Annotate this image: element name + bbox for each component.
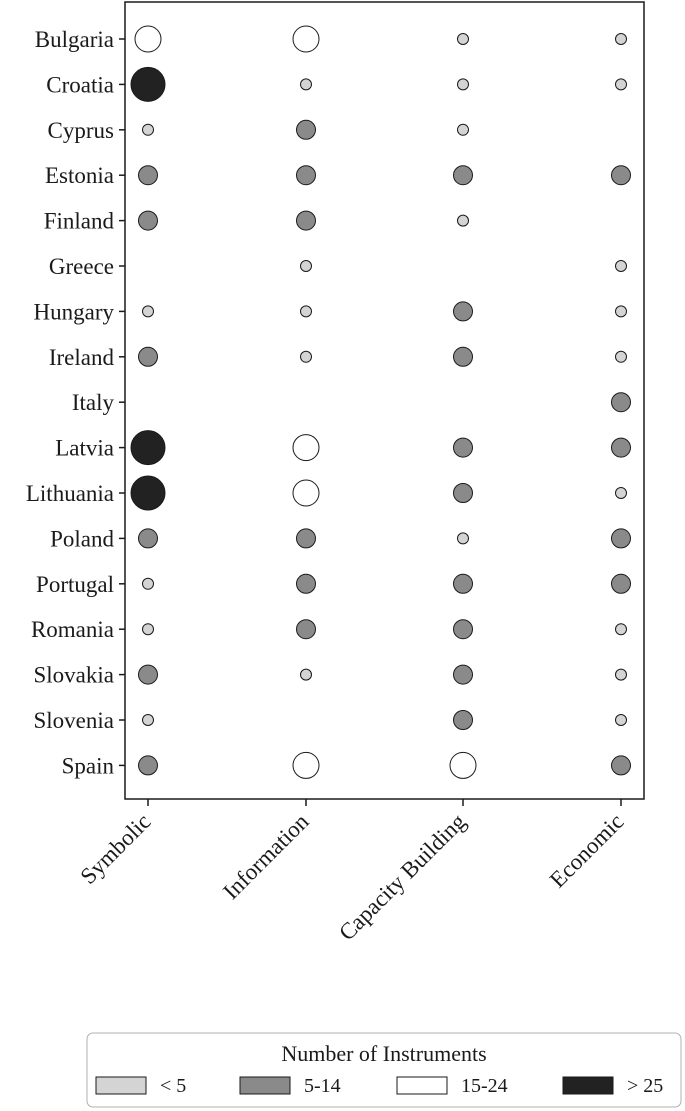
y-tick-label-slovakia: Slovakia xyxy=(34,663,115,688)
bubble-bulgaria-economic xyxy=(615,33,627,45)
legend-label-5to14: 5-14 xyxy=(304,1075,341,1097)
bubble-spain-economic xyxy=(611,755,631,776)
bubble-spain-capacity-building xyxy=(449,751,477,779)
bubble-latvia-symbolic xyxy=(130,430,166,466)
bubble-portugal-information xyxy=(296,573,316,594)
y-tick-label-portugal: Portugal xyxy=(36,572,114,597)
bubble-estonia-economic xyxy=(611,165,631,186)
bubble-poland-information xyxy=(296,528,316,549)
bubble-slovenia-symbolic xyxy=(142,714,154,726)
bubble-estonia-symbolic xyxy=(138,165,158,186)
bubble-portugal-capacity-building xyxy=(453,573,473,594)
bubble-poland-economic xyxy=(611,528,631,549)
bubble-croatia-capacity-building xyxy=(457,78,469,91)
y-tick-label-lithuania: Lithuania xyxy=(26,481,114,506)
bubble-latvia-capacity-building xyxy=(453,437,473,458)
y-tick-label-poland: Poland xyxy=(50,526,114,551)
bubble-croatia-information xyxy=(300,78,312,91)
y-tick-label-greece: Greece xyxy=(49,254,114,279)
bubble-romania-capacity-building xyxy=(453,619,473,640)
y-tick-label-slovenia: Slovenia xyxy=(34,708,115,733)
bubble-hungary-symbolic xyxy=(142,305,154,318)
legend-label-lt5: < 5 xyxy=(160,1075,186,1097)
bubble-estonia-capacity-building xyxy=(453,165,473,186)
bubble-latvia-information xyxy=(292,434,320,462)
bubble-hungary-information xyxy=(300,305,312,318)
bubble-romania-symbolic xyxy=(142,623,154,636)
legend-swatch-15to24 xyxy=(396,1076,448,1095)
bubble-ireland-economic xyxy=(615,350,627,363)
bubble-slovakia-capacity-building xyxy=(453,664,473,685)
bubble-italy-economic xyxy=(611,392,631,413)
bubble-slovenia-economic xyxy=(615,714,627,726)
y-tick-label-cyprus: Cyprus xyxy=(48,118,115,143)
y-tick-label-spain: Spain xyxy=(62,753,115,778)
bubble-croatia-economic xyxy=(615,78,627,91)
y-tick-label-italy: Italy xyxy=(72,390,115,415)
x-tick-label-symbolic: Symbolic xyxy=(76,809,156,889)
bubble-bulgaria-symbolic xyxy=(134,25,162,53)
bubble-ireland-capacity-building xyxy=(453,346,473,367)
bubble-hungary-economic xyxy=(615,305,627,318)
bubble-cyprus-symbolic xyxy=(142,123,154,136)
bubble-finland-information xyxy=(296,210,316,231)
bubbles xyxy=(130,25,631,779)
legend-label-gt25: > 25 xyxy=(627,1075,663,1097)
legend-frame xyxy=(86,1032,682,1108)
bubble-croatia-symbolic xyxy=(130,66,166,102)
x-tick-label-capacity-building: Capacity Building xyxy=(334,809,471,946)
bubble-romania-economic xyxy=(615,623,627,636)
bubble-portugal-economic xyxy=(611,573,631,594)
y-tick-label-romania: Romania xyxy=(31,617,114,642)
legend-label-15to24: 15-24 xyxy=(461,1075,508,1097)
bubble-cyprus-information xyxy=(296,119,316,140)
bubble-poland-symbolic xyxy=(138,528,158,549)
y-tick-label-latvia: Latvia xyxy=(55,436,114,461)
bubble-bulgaria-information xyxy=(292,25,320,53)
y-tick-label-croatia: Croatia xyxy=(46,72,114,97)
bubble-spain-symbolic xyxy=(138,755,158,776)
bubble-slovakia-symbolic xyxy=(138,664,158,685)
y-tick-label-estonia: Estonia xyxy=(45,163,114,188)
bubble-romania-information xyxy=(296,619,316,640)
legend-title: Number of Instruments xyxy=(281,1041,486,1066)
bubble-poland-capacity-building xyxy=(457,532,469,545)
bubble-slovakia-economic xyxy=(615,668,627,681)
bubble-hungary-capacity-building xyxy=(453,301,473,322)
legend-swatch-5to14 xyxy=(239,1076,291,1095)
x-axis: Symbolic Information Capacity Building Econ… xyxy=(76,799,629,945)
bubble-cyprus-capacity-building xyxy=(457,123,469,136)
bubble-spain-information xyxy=(292,751,320,779)
bubble-lithuania-information xyxy=(292,479,320,507)
bubble-lithuania-capacity-building xyxy=(453,483,473,503)
bubble-slovenia-capacity-building xyxy=(453,710,473,730)
bubble-lithuania-symbolic xyxy=(130,475,166,511)
bubble-greece-economic xyxy=(615,260,627,272)
bubble-latvia-economic xyxy=(611,437,631,458)
legend-swatch-gt25 xyxy=(562,1076,614,1095)
y-tick-label-finland: Finland xyxy=(44,209,115,234)
bubble-ireland-information xyxy=(300,350,312,363)
plot-frame xyxy=(124,1,645,800)
bubble-finland-capacity-building xyxy=(457,214,469,227)
bubble-bulgaria-capacity-building xyxy=(457,33,469,45)
bubble-slovakia-information xyxy=(300,668,312,681)
y-tick-label-ireland: Ireland xyxy=(49,345,115,370)
y-axis: Bulgaria Croatia Cyprus Estonia Finland Greec… xyxy=(26,27,125,778)
bubble-finland-symbolic xyxy=(138,210,158,231)
bubble-ireland-symbolic xyxy=(138,346,158,367)
y-tick-label-bulgaria: Bulgaria xyxy=(35,27,114,52)
legend: Number of Instruments < 5 5-14 15-24 > 25 xyxy=(86,1032,682,1108)
bubble-lithuania-economic xyxy=(615,487,627,499)
y-tick-label-hungary: Hungary xyxy=(34,299,115,324)
bubble-greece-information xyxy=(300,260,312,272)
x-tick-label-information: Information xyxy=(218,809,314,905)
bubble-estonia-information xyxy=(296,165,316,186)
bubble-portugal-symbolic xyxy=(142,577,154,590)
x-tick-label-economic: Economic xyxy=(545,809,629,893)
legend-swatch-lt5 xyxy=(95,1076,147,1095)
